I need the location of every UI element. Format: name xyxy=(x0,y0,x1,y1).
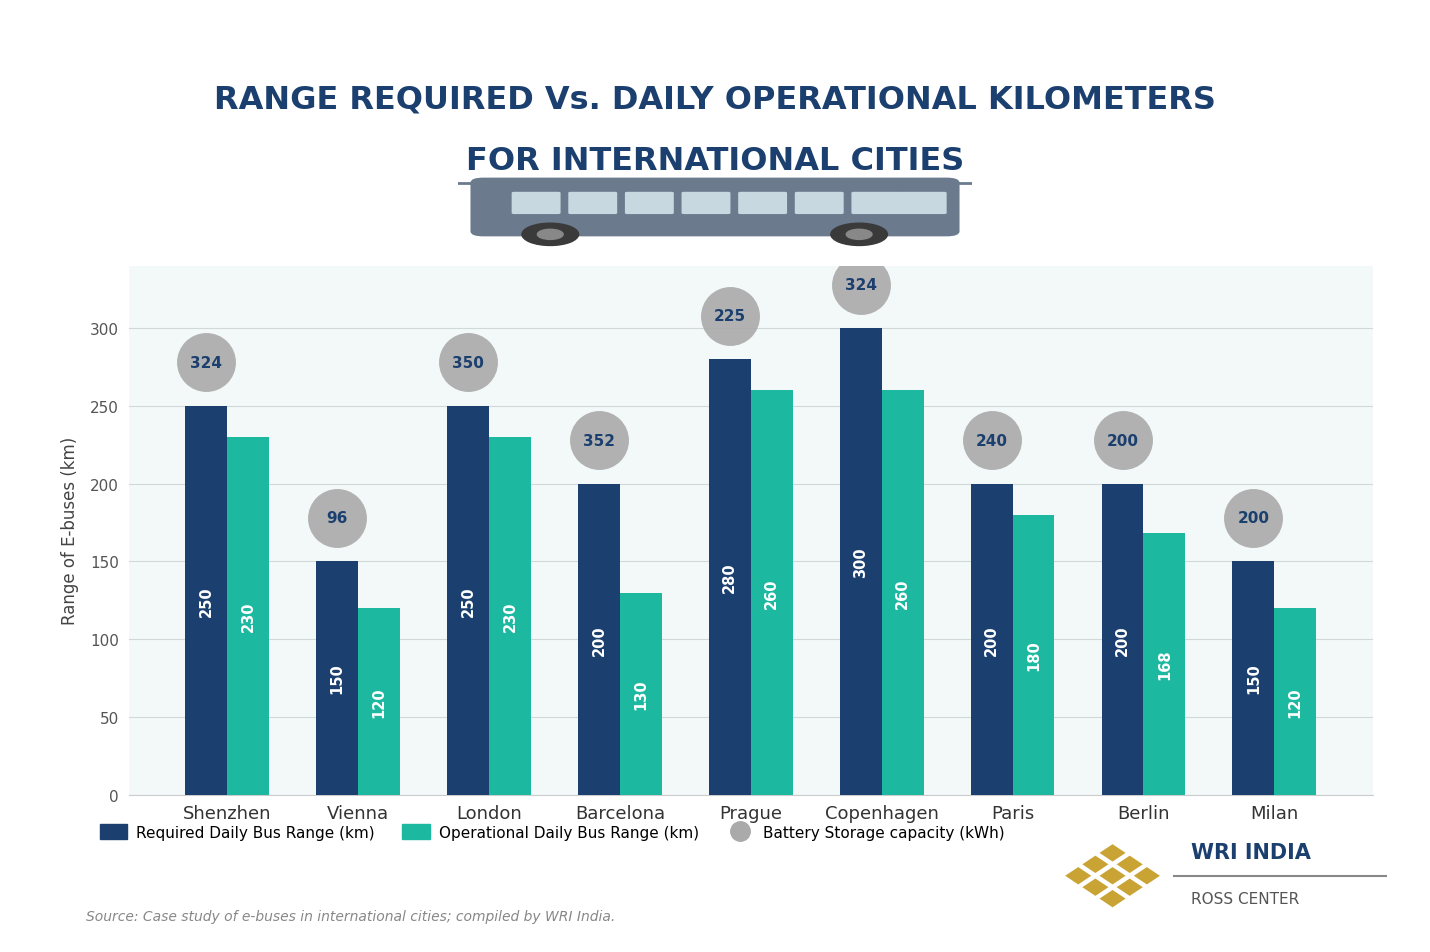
Text: 230: 230 xyxy=(240,601,256,631)
Bar xyxy=(1274,608,1316,795)
FancyBboxPatch shape xyxy=(898,192,947,215)
Point xyxy=(849,278,872,293)
Text: 200: 200 xyxy=(1237,511,1270,526)
Text: WRI INDIA: WRI INDIA xyxy=(1191,842,1311,862)
Text: 260: 260 xyxy=(764,578,779,608)
Circle shape xyxy=(847,230,872,240)
Bar xyxy=(839,328,882,795)
Text: 300: 300 xyxy=(854,546,868,577)
Text: 150: 150 xyxy=(329,663,345,694)
Polygon shape xyxy=(1065,867,1091,884)
Text: 200: 200 xyxy=(1115,625,1130,655)
Bar xyxy=(489,438,531,795)
Text: 280: 280 xyxy=(722,562,738,593)
Point xyxy=(194,355,217,370)
Polygon shape xyxy=(1117,856,1143,873)
Text: 240: 240 xyxy=(975,433,1008,448)
Bar xyxy=(882,391,924,795)
Text: 324: 324 xyxy=(190,355,222,370)
Text: 324: 324 xyxy=(845,278,877,292)
Point xyxy=(1243,510,1266,526)
Bar xyxy=(1144,534,1185,795)
Text: 120: 120 xyxy=(1288,686,1303,717)
FancyBboxPatch shape xyxy=(682,192,731,215)
Polygon shape xyxy=(1083,879,1108,896)
Bar xyxy=(709,360,751,795)
Point xyxy=(980,433,1002,448)
Circle shape xyxy=(538,230,563,240)
Text: ROSS CENTER: ROSS CENTER xyxy=(1191,891,1300,906)
Polygon shape xyxy=(1083,856,1108,873)
Text: Source: Case study of e-buses in international cities; compiled by WRI India.: Source: Case study of e-buses in interna… xyxy=(86,909,615,923)
Point xyxy=(326,510,349,526)
Text: 260: 260 xyxy=(895,578,909,608)
Polygon shape xyxy=(1100,867,1125,884)
Text: 130: 130 xyxy=(633,679,648,709)
Text: 250: 250 xyxy=(460,585,476,616)
FancyBboxPatch shape xyxy=(129,267,1373,795)
FancyBboxPatch shape xyxy=(470,178,960,237)
Bar xyxy=(358,608,400,795)
Text: 200: 200 xyxy=(592,625,606,655)
FancyBboxPatch shape xyxy=(512,192,561,215)
Text: 96: 96 xyxy=(326,511,347,526)
Bar xyxy=(751,391,792,795)
FancyBboxPatch shape xyxy=(851,192,901,215)
Text: RANGE REQUIRED Vs. DAILY OPERATIONAL KILOMETERS: RANGE REQUIRED Vs. DAILY OPERATIONAL KIL… xyxy=(214,85,1216,115)
Text: FOR INTERNATIONAL CITIES: FOR INTERNATIONAL CITIES xyxy=(466,146,964,176)
Bar xyxy=(578,485,619,795)
Text: 230: 230 xyxy=(502,601,518,631)
Bar xyxy=(971,485,1012,795)
Bar xyxy=(619,593,662,795)
Point xyxy=(1111,433,1134,448)
Text: 120: 120 xyxy=(372,686,386,717)
Circle shape xyxy=(522,224,579,247)
Bar xyxy=(316,562,358,795)
FancyBboxPatch shape xyxy=(568,192,618,215)
Polygon shape xyxy=(1100,844,1125,862)
Text: 200: 200 xyxy=(1107,433,1138,448)
Bar xyxy=(1012,515,1054,795)
Text: 200: 200 xyxy=(984,625,1000,655)
Bar xyxy=(1233,562,1274,795)
Text: 168: 168 xyxy=(1157,649,1173,680)
Bar xyxy=(1101,485,1144,795)
Bar xyxy=(448,407,489,795)
Polygon shape xyxy=(1117,879,1143,896)
Text: 250: 250 xyxy=(199,585,213,616)
FancyBboxPatch shape xyxy=(738,192,786,215)
Point xyxy=(456,355,479,370)
Point xyxy=(718,308,741,324)
Y-axis label: Range of E-buses (km): Range of E-buses (km) xyxy=(61,437,79,625)
FancyBboxPatch shape xyxy=(795,192,844,215)
Text: 225: 225 xyxy=(714,308,746,324)
FancyBboxPatch shape xyxy=(625,192,674,215)
Polygon shape xyxy=(1134,867,1160,884)
Text: 180: 180 xyxy=(1025,640,1041,670)
Text: 350: 350 xyxy=(452,355,483,370)
Bar xyxy=(227,438,269,795)
Text: 352: 352 xyxy=(583,433,615,448)
Text: 150: 150 xyxy=(1246,663,1261,694)
Circle shape xyxy=(831,224,888,247)
Polygon shape xyxy=(1100,890,1125,907)
Bar xyxy=(186,407,227,795)
Legend: Required Daily Bus Range (km), Operational Daily Bus Range (km), Battery Storage: Required Daily Bus Range (km), Operation… xyxy=(93,819,1011,846)
Point xyxy=(588,433,611,448)
